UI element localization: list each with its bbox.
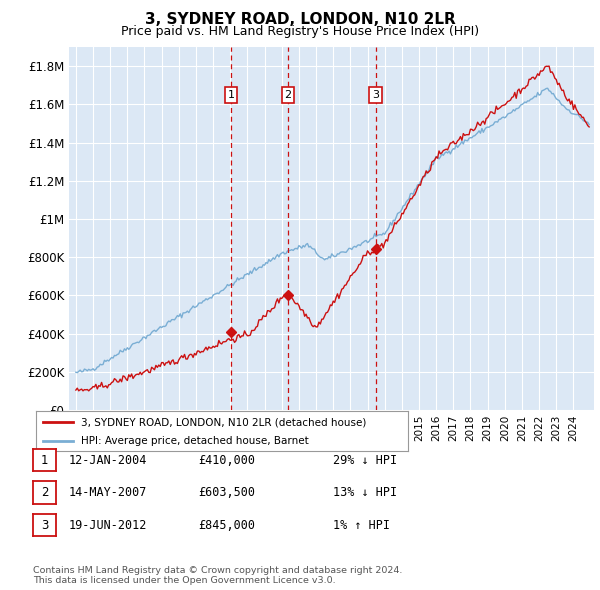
Text: £845,000: £845,000 bbox=[198, 519, 255, 532]
Text: 1% ↑ HPI: 1% ↑ HPI bbox=[333, 519, 390, 532]
Text: 1: 1 bbox=[227, 90, 235, 100]
Text: 14-MAY-2007: 14-MAY-2007 bbox=[69, 486, 148, 499]
Text: 29% ↓ HPI: 29% ↓ HPI bbox=[333, 454, 397, 467]
Text: Contains HM Land Registry data © Crown copyright and database right 2024.
This d: Contains HM Land Registry data © Crown c… bbox=[33, 566, 403, 585]
Text: HPI: Average price, detached house, Barnet: HPI: Average price, detached house, Barn… bbox=[80, 435, 308, 445]
Text: £410,000: £410,000 bbox=[198, 454, 255, 467]
Text: 3, SYDNEY ROAD, LONDON, N10 2LR (detached house): 3, SYDNEY ROAD, LONDON, N10 2LR (detache… bbox=[80, 417, 366, 427]
Text: 13% ↓ HPI: 13% ↓ HPI bbox=[333, 486, 397, 499]
Text: 12-JAN-2004: 12-JAN-2004 bbox=[69, 454, 148, 467]
Text: 2: 2 bbox=[41, 486, 48, 499]
Text: Price paid vs. HM Land Registry's House Price Index (HPI): Price paid vs. HM Land Registry's House … bbox=[121, 25, 479, 38]
Text: 19-JUN-2012: 19-JUN-2012 bbox=[69, 519, 148, 532]
Text: 3, SYDNEY ROAD, LONDON, N10 2LR: 3, SYDNEY ROAD, LONDON, N10 2LR bbox=[145, 12, 455, 27]
Text: £603,500: £603,500 bbox=[198, 486, 255, 499]
Text: 3: 3 bbox=[372, 90, 379, 100]
Text: 2: 2 bbox=[284, 90, 292, 100]
Text: 1: 1 bbox=[41, 454, 48, 467]
Text: 3: 3 bbox=[41, 519, 48, 532]
